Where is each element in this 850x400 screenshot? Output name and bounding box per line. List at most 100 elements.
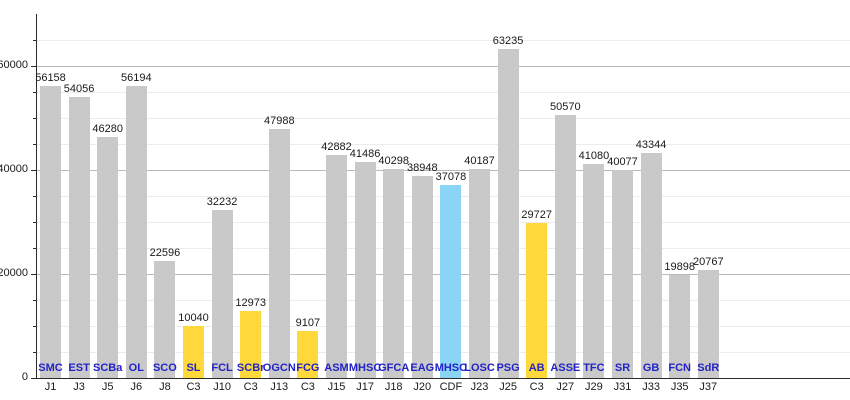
y-tick-label: 20000	[0, 267, 28, 279]
x-axis-match-label[interactable]: J29	[585, 381, 603, 393]
x-axis-club-label[interactable]: LOSC	[464, 362, 495, 374]
x-axis-line	[36, 378, 850, 379]
bar[interactable]	[383, 168, 405, 378]
bar[interactable]	[354, 162, 376, 378]
x-axis-club-label[interactable]: EST	[68, 362, 90, 374]
bar-value-label: 56158	[35, 72, 66, 84]
bar[interactable]	[497, 49, 519, 378]
bar[interactable]	[469, 169, 490, 378]
x-axis-match-label[interactable]: J15	[327, 381, 346, 393]
y-tick-mark-minor	[33, 300, 36, 301]
y-tick-mark-minor	[33, 92, 36, 93]
x-axis-match-label[interactable]: J1	[44, 381, 57, 393]
bar[interactable]	[68, 96, 90, 378]
x-axis-club-label[interactable]: MHSC	[434, 362, 468, 374]
gridline-minor	[36, 144, 850, 145]
bar-value-label: 56194	[121, 71, 152, 84]
bar[interactable]	[440, 185, 462, 378]
x-axis-club-label[interactable]: ASSE	[550, 362, 581, 374]
y-tick-mark	[31, 274, 36, 275]
x-axis-club-label[interactable]: TFC	[583, 362, 605, 374]
x-axis-match-label[interactable]: J33	[642, 381, 660, 393]
bar-value-label: 37078	[435, 171, 467, 184]
x-axis-club-label[interactable]: GB	[642, 362, 660, 374]
bar-value-label: 40298	[378, 154, 409, 167]
bar[interactable]	[526, 223, 548, 378]
x-axis-match-label[interactable]: J17	[356, 381, 374, 393]
x-axis-club-label[interactable]: AB	[528, 362, 545, 374]
x-axis-match-label[interactable]: C3	[300, 381, 315, 393]
bar[interactable]	[97, 137, 119, 378]
x-axis-match-label[interactable]: J35	[670, 381, 689, 393]
bar-value-label: 42882	[321, 141, 352, 153]
x-axis-match-label[interactable]: J3	[73, 381, 85, 393]
bar[interactable]	[326, 155, 347, 378]
bar-value-label: 19898	[664, 260, 695, 273]
y-tick-mark-minor	[33, 196, 36, 197]
bar[interactable]	[125, 85, 147, 378]
x-axis-match-label[interactable]: J23	[470, 381, 489, 393]
x-axis-match-label[interactable]: J31	[613, 381, 632, 393]
y-tick-mark-minor	[33, 118, 36, 119]
x-axis-match-label[interactable]: C3	[186, 381, 201, 393]
x-axis-match-label[interactable]: J10	[213, 381, 231, 393]
bar[interactable]	[640, 152, 662, 378]
x-axis-match-label[interactable]: J20	[413, 381, 432, 393]
x-axis-match-label[interactable]: CDF	[439, 381, 463, 393]
x-axis-match-label[interactable]: J8	[159, 381, 171, 393]
x-axis-match-label[interactable]: J37	[699, 381, 718, 393]
x-axis-match-label[interactable]: J27	[556, 381, 575, 393]
bar[interactable]	[154, 260, 176, 378]
bar-value-label: 12973	[235, 296, 266, 309]
y-tick-label: 40000	[0, 163, 28, 175]
bar[interactable]	[297, 330, 319, 378]
bar[interactable]	[697, 270, 719, 378]
x-axis-match-label[interactable]: C3	[529, 381, 544, 393]
bar[interactable]	[268, 128, 290, 378]
bar[interactable]	[40, 86, 61, 378]
bar[interactable]	[240, 310, 262, 378]
bar-value-label: 46280	[92, 123, 123, 136]
bar-value-label: 41486	[349, 148, 381, 161]
x-axis-club-label[interactable]: OGCN	[262, 362, 296, 374]
plot-area	[31, 14, 850, 379]
x-axis-club-label[interactable]: SL	[186, 362, 201, 374]
x-axis-club-label[interactable]: FCG	[296, 362, 320, 374]
bar[interactable]	[583, 164, 605, 378]
x-axis-club-label[interactable]: SdR	[697, 362, 720, 374]
bar[interactable]	[554, 115, 576, 378]
gridline-minor	[36, 92, 850, 93]
bar-value-label: 38948	[407, 161, 438, 174]
x-axis-club-label[interactable]: SR	[614, 362, 631, 374]
x-axis-club-label[interactable]: PSG	[496, 362, 520, 374]
x-axis-match-label[interactable]: J25	[499, 381, 517, 393]
x-axis-club-label[interactable]: SCO	[152, 362, 177, 374]
x-axis-club-label[interactable]: ASM	[324, 362, 349, 374]
bar-value-label: 9107	[295, 316, 321, 329]
x-axis-club-label[interactable]: EAG	[410, 362, 435, 374]
x-axis-match-label[interactable]: J5	[101, 381, 114, 393]
x-axis-club-label[interactable]: SCBa	[93, 362, 123, 374]
x-axis-match-label[interactable]: C3	[243, 381, 258, 393]
x-axis-club-label[interactable]: FCN	[668, 362, 691, 374]
x-axis-club-label[interactable]: OL	[128, 362, 144, 374]
gridline-minor	[36, 118, 850, 119]
bar-value-label: 22596	[149, 246, 181, 259]
x-axis-match-label[interactable]: J13	[270, 381, 289, 393]
y-tick-mark-minor	[33, 40, 36, 41]
bar[interactable]	[411, 175, 433, 378]
x-axis-club-label[interactable]: SMC	[38, 362, 63, 374]
bar[interactable]	[211, 210, 233, 378]
bar-value-label: 43344	[635, 138, 667, 151]
x-axis-club-label[interactable]: MHSC	[348, 362, 382, 374]
x-axis-match-label[interactable]: J18	[384, 381, 403, 393]
bar[interactable]	[183, 325, 204, 378]
x-axis-match-label[interactable]: J6	[130, 381, 143, 393]
bar[interactable]	[669, 274, 691, 378]
x-axis-club-label[interactable]: SCBr	[236, 362, 265, 374]
bar[interactable]	[612, 169, 633, 378]
x-axis-club-label[interactable]: GFCA	[378, 362, 410, 374]
y-tick-mark-minor	[33, 248, 36, 249]
gridline-major	[36, 170, 850, 171]
x-axis-club-label[interactable]: FCL	[211, 362, 233, 374]
